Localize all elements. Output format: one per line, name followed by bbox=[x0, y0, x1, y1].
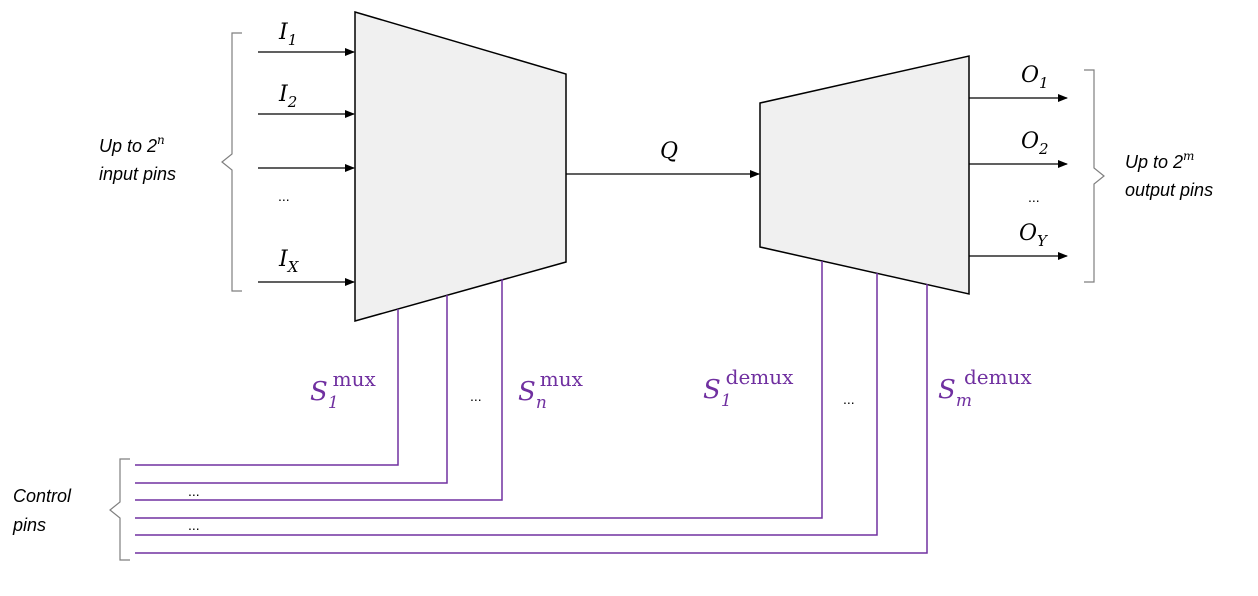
input-bracket bbox=[221, 32, 242, 292]
output-label-1: O1 bbox=[1021, 63, 1049, 92]
select-wire-mux-2 bbox=[135, 295, 448, 484]
select-label-demux-1: S1demux bbox=[703, 365, 794, 411]
control-ellipsis-1: ... bbox=[188, 483, 200, 499]
select-wire-demux-1 bbox=[135, 261, 823, 519]
output-label-y: OY bbox=[1019, 221, 1049, 250]
control-pins-label-line2: pins bbox=[12, 515, 46, 535]
output-pins-label-line1: Up to 2m bbox=[1125, 149, 1194, 172]
select-wire-demux-2 bbox=[135, 273, 878, 536]
input-label-2: I2 bbox=[278, 82, 297, 111]
output-label-2: O2 bbox=[1021, 129, 1049, 158]
demux-block bbox=[759, 55, 970, 295]
input-pins-label-line1: Up to 2n bbox=[99, 133, 165, 156]
control-pins-label-line1: Control bbox=[13, 486, 72, 506]
control-bracket bbox=[109, 458, 130, 561]
select-label-mux-n: Snmux bbox=[518, 367, 584, 413]
input-pins-label-line2: input pins bbox=[99, 164, 176, 184]
output-ellipsis: ... bbox=[1028, 189, 1040, 205]
select-ellipsis-demux: ... bbox=[843, 391, 855, 407]
select-wire-mux-1 bbox=[135, 309, 399, 466]
select-label-demux-m: Smdemux bbox=[938, 365, 1032, 411]
output-pins-label-line2: output pins bbox=[1125, 180, 1213, 200]
input-label-x: IX bbox=[278, 247, 300, 276]
select-label-mux-1: S1mux bbox=[310, 367, 376, 413]
select-wire-mux-n bbox=[135, 279, 503, 501]
control-ellipsis-2: ... bbox=[188, 517, 200, 533]
output-bracket bbox=[1084, 69, 1105, 283]
select-ellipsis-mux: ... bbox=[470, 388, 482, 404]
input-ellipsis: ... bbox=[278, 188, 290, 204]
q-label: Q bbox=[660, 139, 678, 164]
input-label-1: I1 bbox=[278, 20, 297, 49]
select-wire-demux-m bbox=[135, 284, 928, 554]
mux-block bbox=[354, 10, 567, 322]
